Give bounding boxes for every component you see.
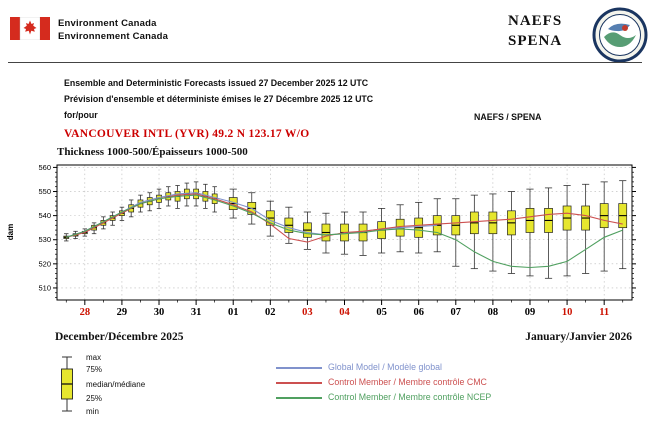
svg-text:530: 530 [38,235,51,244]
svg-text:dam: dam [6,224,15,240]
svg-text:06: 06 [413,307,424,318]
svg-text:10: 10 [562,307,573,318]
svg-text:03: 03 [302,307,313,318]
naefs-label: NAEFS [508,13,563,29]
issued-line-en: Ensemble and Deterministic Forecasts iss… [64,78,369,88]
series-line [66,194,623,269]
legend-line-global [276,367,322,369]
svg-text:30: 30 [154,307,165,318]
model-lines [66,192,623,269]
svg-text:520: 520 [38,259,51,268]
axis-labels: 28 29 30 31 01 02 03 04 05 06 07 08 09 10 11 [80,307,610,318]
legend-line-cmc [276,382,322,384]
month-label-january: January/Janvier 2026 [525,331,632,343]
legend-line-ncep [276,397,322,399]
svg-text:04: 04 [339,307,350,318]
thickness-epsgram-chart: 510 520 530 540 550 560 dam 28 29 30 31 01 02 03 04 05 0… [6,163,636,318]
svg-text:28: 28 [80,307,91,318]
boxplot-legend-glyph [58,353,80,420]
svg-text:07: 07 [451,307,462,318]
chart-axes: 510 520 530 540 550 560 dam [6,163,636,305]
naefs-logo [592,7,648,68]
parameter-title: Thickness 1000-500/Épaisseurs 1000-500 [57,146,248,158]
chart-gridlines [57,165,632,300]
legend-75-label: 75% [86,365,103,374]
svg-text:560: 560 [38,163,51,172]
svg-text:05: 05 [376,307,387,318]
legend-25-label: 25% [86,394,103,403]
svg-text:02: 02 [265,307,276,318]
issued-line-fr: Prévision d'ensemble et déterministe émi… [64,94,374,104]
svg-text:01: 01 [228,307,239,318]
svg-text:29: 29 [117,307,128,318]
legend-text-global: Global Model / Modèle global [328,362,442,372]
legend-min-label: min [86,407,99,416]
svg-text:09: 09 [525,307,536,318]
program-label: NAEFS / SPENA [474,112,542,122]
header-divider [8,62,642,63]
station-title: VANCOUVER INTL (YVR) 49.2 N 123.17 W/O [64,128,310,140]
legend-text-cmc: Control Member / Membre contrôle CMC [328,377,487,387]
org-name-fr: Environnement Canada [58,31,169,42]
legend-median-label: median/médiane [86,380,146,389]
svg-text:31: 31 [191,307,202,318]
for-label: for/pour [64,110,98,120]
legend-text-ncep: Control Member / Membre contrôle NCEP [328,392,492,402]
svg-text:510: 510 [38,283,51,292]
svg-text:08: 08 [488,307,499,318]
svg-text:550: 550 [38,187,51,196]
month-label-december: December/Décembre 2025 [55,331,184,343]
canada-flag-icon [10,16,50,45]
legend-max-label: max [86,353,102,362]
org-name-en: Environment Canada [58,18,157,29]
svg-text:11: 11 [599,307,609,318]
svg-text:540: 540 [38,211,51,220]
spena-label: SPENA [508,33,563,49]
